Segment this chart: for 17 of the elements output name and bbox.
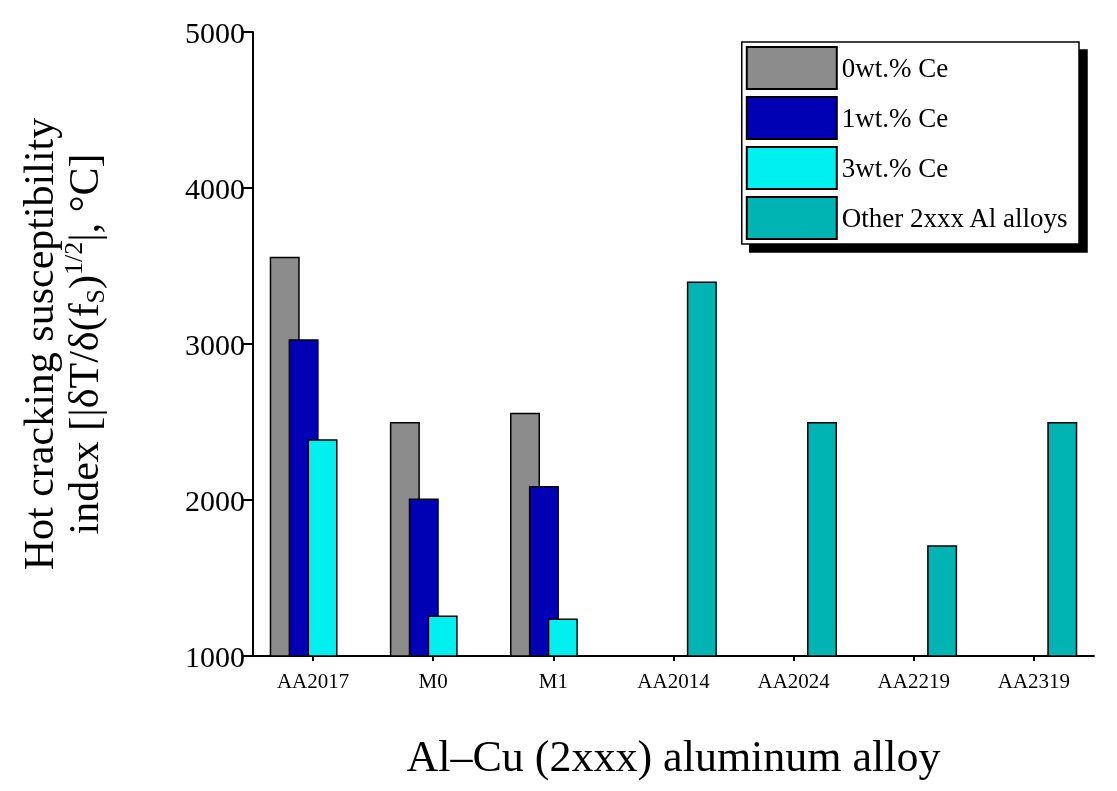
x-tick-label: AA2319 bbox=[997, 668, 1071, 693]
y-tick-label: 5000 bbox=[185, 15, 245, 49]
y-tick-label: 2000 bbox=[185, 483, 245, 517]
legend-label: Other 2xxx Al alloys bbox=[841, 203, 1068, 233]
y-tick-label: 3000 bbox=[185, 327, 245, 361]
x-tick-label: M1 bbox=[538, 668, 568, 693]
x-tick-label: AA2024 bbox=[757, 668, 831, 693]
x-axis-title: Al–Cu (2xxx) aluminum alloy bbox=[406, 731, 941, 781]
legend-label: 3wt.% Ce bbox=[841, 153, 949, 183]
y-tick-label: 4000 bbox=[185, 171, 245, 205]
legend-label: 0wt.% Ce bbox=[841, 53, 949, 83]
x-tick-label: AA2017 bbox=[276, 668, 350, 693]
legend-label: 1wt.% Ce bbox=[841, 103, 949, 133]
x-tick-label: M0 bbox=[418, 668, 448, 693]
x-tick-label: AA2219 bbox=[877, 668, 950, 693]
y-tick-label: 1000 bbox=[185, 639, 245, 673]
x-tick-label: AA2014 bbox=[637, 668, 711, 693]
